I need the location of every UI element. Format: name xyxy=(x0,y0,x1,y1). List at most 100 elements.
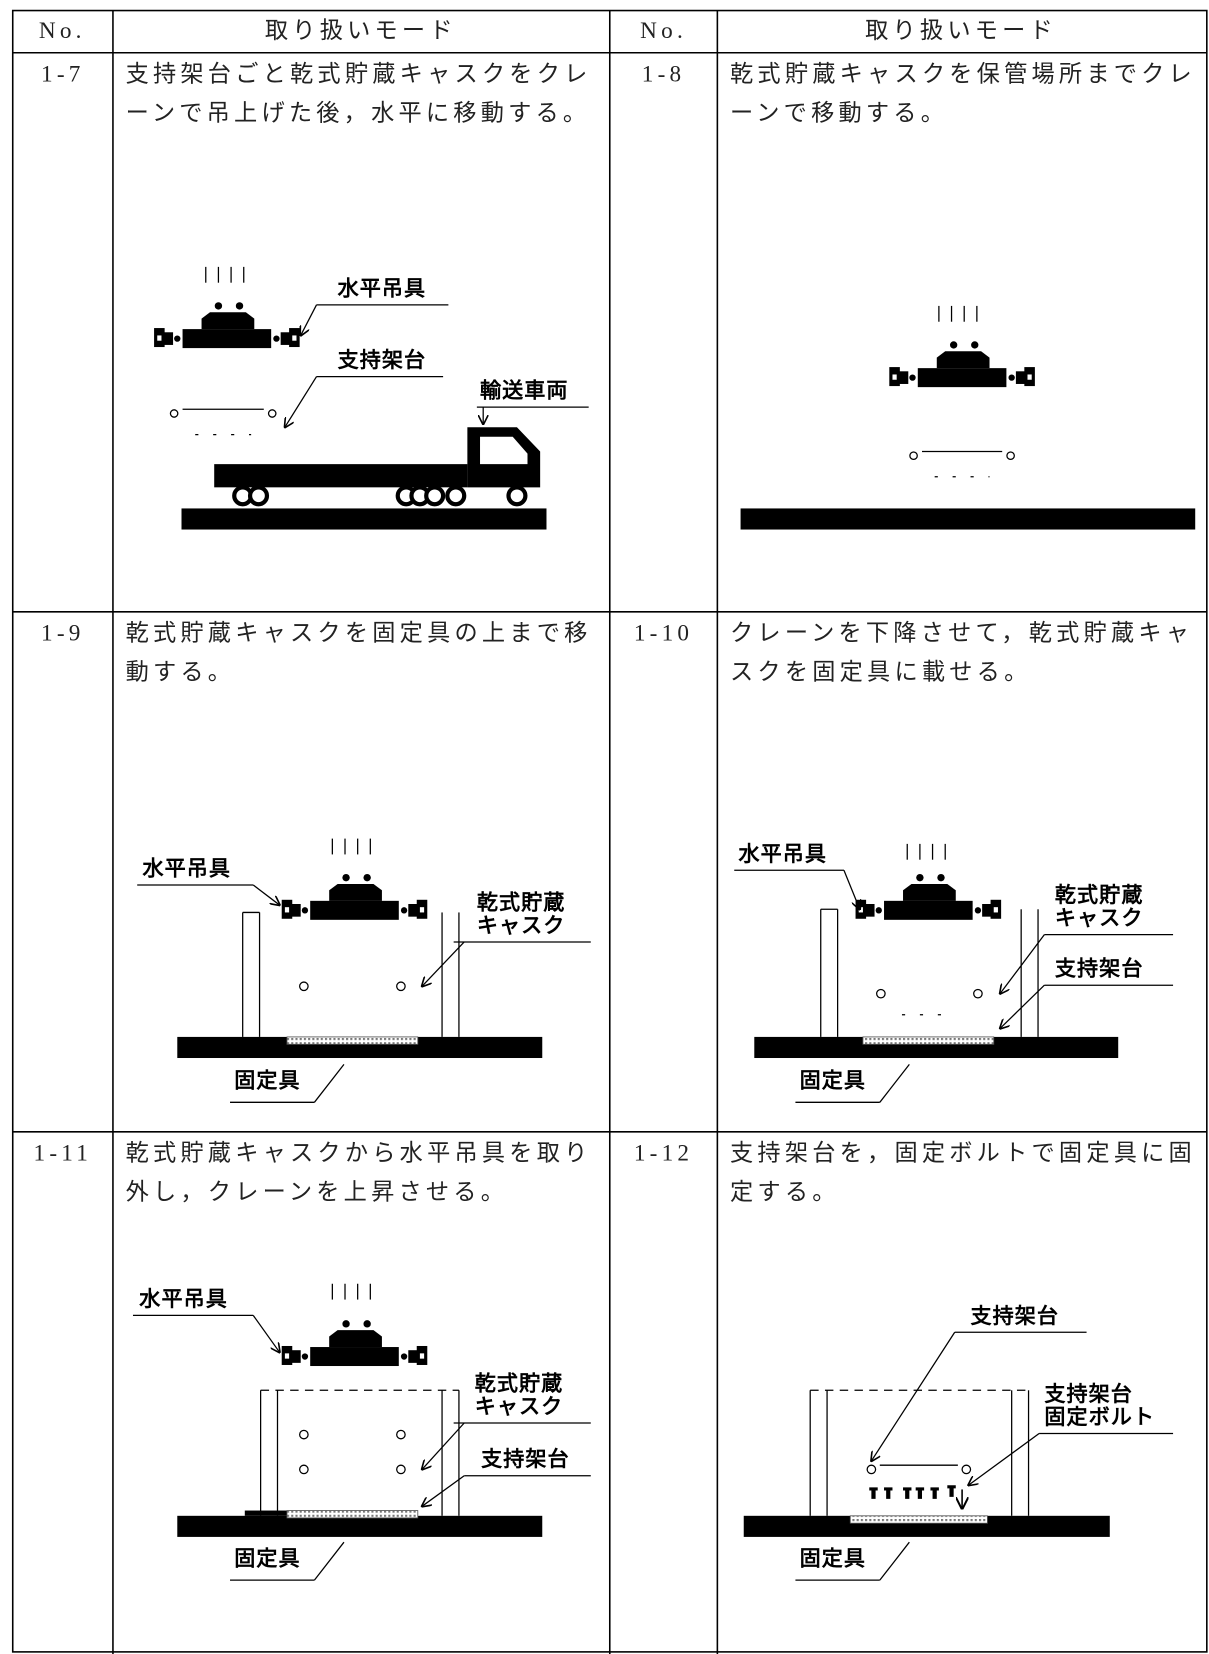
beam-body xyxy=(182,329,272,349)
beam-pin xyxy=(875,907,882,914)
header-no: No. xyxy=(640,18,687,44)
beam-end xyxy=(863,904,875,917)
diagram-label: キャスク xyxy=(475,1393,564,1418)
beam-dot xyxy=(916,873,924,882)
beam-body xyxy=(310,900,399,920)
ground xyxy=(177,1515,543,1537)
cell-description: ーンで移動する。 xyxy=(730,100,948,126)
beam-pin xyxy=(1008,374,1015,381)
diagram-label: 支持架台 xyxy=(481,1446,570,1471)
cell-description: スクを固定具に載せる。 xyxy=(730,659,1031,685)
diagram-label: 水平吊具 xyxy=(138,1286,228,1311)
fixture xyxy=(286,1036,419,1045)
diagram-label: 固定具 xyxy=(234,1545,300,1570)
beam-end xyxy=(408,904,419,917)
beam-dot xyxy=(971,341,979,349)
header-no: No. xyxy=(39,18,86,44)
cell-description: 支持架台ごと乾式貯蔵キャスクをクレ xyxy=(126,61,592,87)
ground xyxy=(177,1036,543,1059)
beam-body xyxy=(917,368,1007,388)
leader-line xyxy=(843,870,860,909)
beam-pin xyxy=(301,1353,309,1360)
lifting-beam xyxy=(154,302,300,349)
cell-number: 1-7 xyxy=(41,61,85,87)
beam-end xyxy=(162,332,174,345)
fixture xyxy=(849,1515,988,1524)
beam-end xyxy=(290,1350,301,1363)
beam-top xyxy=(329,883,382,901)
cell-number: 1-9 xyxy=(41,620,85,646)
header-mode: 取り扱いモード xyxy=(265,18,457,44)
cell-description: 乾式貯蔵キャスクを固定具の上まで移 xyxy=(126,620,592,646)
header-mode: 取り扱いモード xyxy=(865,18,1057,44)
ground xyxy=(244,1510,287,1516)
cask-pin xyxy=(299,981,309,992)
diagram-label: 支持架台 xyxy=(1044,1381,1133,1406)
fixing-bolt xyxy=(947,1485,956,1497)
truck-wheel xyxy=(445,485,467,507)
leader-line xyxy=(301,304,318,336)
cell-description: クレーンを下降させて，乾式貯蔵キャ xyxy=(730,620,1193,646)
leader-line xyxy=(313,1541,345,1581)
stand-pin xyxy=(267,409,277,418)
diagram-label: 支持架台 xyxy=(338,347,427,372)
stand-pin xyxy=(909,451,918,461)
fixture xyxy=(862,1036,995,1045)
beam-end xyxy=(897,371,909,384)
fixing-bolt xyxy=(930,1487,939,1499)
cask-pin xyxy=(396,1429,406,1440)
leader-line xyxy=(285,376,318,428)
beam-dot xyxy=(937,873,945,882)
cell-description: 乾式貯蔵キャスクを保管場所までクレ xyxy=(730,61,1196,87)
stand-pin xyxy=(169,409,179,418)
beam-top xyxy=(201,312,255,330)
truck-wheel xyxy=(506,485,528,507)
diagram-label: 乾式貯蔵 xyxy=(477,889,566,914)
diagram-label: 水平吊具 xyxy=(337,275,427,300)
cell-description: 動する。 xyxy=(126,659,236,685)
cell-description: 外し，クレーンを上昇させる。 xyxy=(126,1179,509,1205)
diagram-label: 固定ボルト xyxy=(1044,1404,1155,1429)
beam-end xyxy=(280,332,292,345)
ground xyxy=(740,508,1196,530)
leader-line xyxy=(1000,934,1045,994)
leader-line xyxy=(313,1063,345,1103)
truck-wheel xyxy=(247,485,270,507)
cell-number: 1-10 xyxy=(634,620,693,646)
diagram-label: 固定具 xyxy=(234,1068,300,1093)
beam-end-hole xyxy=(284,907,290,913)
leader-line xyxy=(968,1433,1040,1486)
diagram-label: 輸送車両 xyxy=(480,378,569,403)
diagram-label: キャスク xyxy=(1055,905,1144,930)
beam-dot xyxy=(949,341,958,349)
beam-end-hole xyxy=(1027,374,1032,380)
beam-end xyxy=(982,904,993,917)
cell-description: 支持架台を，固定ボルトで固定具に固 xyxy=(730,1140,1196,1166)
diagram-label: 固定具 xyxy=(800,1068,866,1093)
beam-end-hole xyxy=(419,907,425,913)
truck-wheel xyxy=(424,485,446,507)
cask-pin xyxy=(299,1464,309,1475)
beam-dot xyxy=(342,873,350,882)
leader-line xyxy=(879,1541,910,1581)
truck-cab xyxy=(467,427,541,488)
beam-dot xyxy=(214,302,223,310)
diagram-label: 水平吊具 xyxy=(737,841,827,866)
beam-dot xyxy=(342,1320,350,1328)
cell-number: 1-8 xyxy=(642,61,686,87)
beam-body xyxy=(310,1347,399,1367)
beam-pin xyxy=(974,907,982,914)
ground xyxy=(754,1036,1119,1059)
leader-line xyxy=(879,1063,910,1103)
ground xyxy=(181,508,547,530)
beam-dot xyxy=(363,1320,371,1328)
fixing-bolt xyxy=(869,1487,878,1499)
diagram-label: 乾式貯蔵 xyxy=(475,1370,564,1395)
beam-end xyxy=(290,904,301,917)
diagram-label: 支持架台 xyxy=(1055,956,1144,981)
beam-pin xyxy=(301,907,309,914)
ground xyxy=(743,1515,1110,1537)
beam-end xyxy=(408,1350,419,1363)
